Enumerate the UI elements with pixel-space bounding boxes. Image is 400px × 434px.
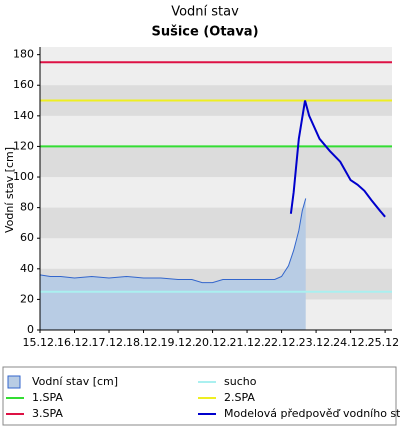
x-tick-label: 15.12. xyxy=(23,336,58,349)
y-tick-label: 80 xyxy=(20,201,34,214)
x-tick-label: 19.12. xyxy=(161,336,196,349)
legend-label: 2.SPA xyxy=(224,391,255,404)
y-tick-label: 20 xyxy=(20,292,34,305)
chart-subtitle: Sušice (Otava) xyxy=(151,25,258,40)
y-tick-label: 100 xyxy=(13,170,34,183)
x-tick-label: 21.12. xyxy=(230,336,265,349)
grid-band xyxy=(40,207,392,239)
y-tick-label: 120 xyxy=(13,139,34,152)
x-tick-label: 24.12. xyxy=(333,336,368,349)
legend-label: Vodní stav [cm] xyxy=(32,375,118,388)
x-tick-label: 20.12. xyxy=(195,336,230,349)
y-tick-label: 140 xyxy=(13,109,34,122)
grid-band xyxy=(40,146,392,178)
x-tick-label: 22.12. xyxy=(264,336,299,349)
x-tick-label: 17.12. xyxy=(92,336,127,349)
x-tick-label: 18.12. xyxy=(126,336,161,349)
x-tick-label: 16.12. xyxy=(57,336,92,349)
chart-title: Vodní stav xyxy=(171,5,239,20)
x-tick-label: 25.12. xyxy=(368,336,400,349)
area xyxy=(40,198,306,330)
legend-label: 3.SPA xyxy=(32,407,63,420)
legend-label: 1.SPA xyxy=(32,391,63,404)
y-axis-label: Vodní stav [cm] xyxy=(3,147,16,233)
legend-label: sucho xyxy=(224,375,257,388)
y-tick-label: 60 xyxy=(20,231,34,244)
y-tick-label: 180 xyxy=(13,48,34,61)
line xyxy=(289,100,386,218)
y-tick-label: 40 xyxy=(20,262,34,275)
y-tick-label: 160 xyxy=(13,78,34,91)
line xyxy=(39,198,307,284)
y-tick-label: 0 xyxy=(27,323,34,336)
legend-box xyxy=(2,366,397,426)
legend-label: Modelová předpověď vodního stavu xyxy=(224,407,400,420)
x-tick-label: 23.12. xyxy=(299,336,334,349)
legend-swatch xyxy=(7,375,21,389)
